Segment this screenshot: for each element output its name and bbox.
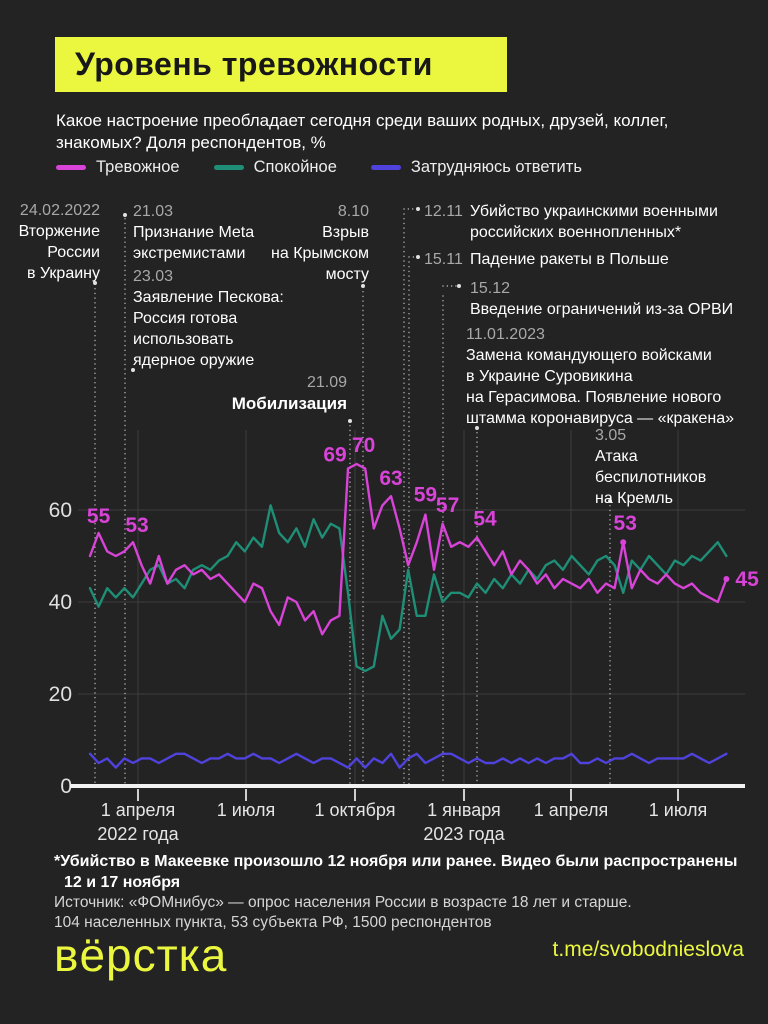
labeled-point-dot xyxy=(620,539,627,546)
event-text-line: Мобилизация xyxy=(231,394,347,413)
page-title: Уровень тревожности xyxy=(75,46,433,82)
point-value-label: 45 xyxy=(735,568,759,591)
anxious-line-swatch xyxy=(56,165,86,170)
point-value-label: 70 xyxy=(352,434,375,457)
point-value-label: 59 xyxy=(414,484,437,507)
x-tick-label: 1 октября xyxy=(314,800,396,820)
event-bullet-dot xyxy=(416,207,420,211)
event-bullet-dot xyxy=(416,255,420,259)
event-text-line: Признание Meta xyxy=(133,224,255,241)
footnote-line-2: 12 и 17 ноября xyxy=(64,874,181,891)
event-date: 21.09 xyxy=(306,374,347,391)
event-text-line: экстремистами xyxy=(133,245,246,262)
x-tick-label: 1 января 2023 года xyxy=(423,800,505,844)
x-tick-label: 1 апреля 2022 года xyxy=(97,800,179,844)
labeled-point-dot xyxy=(723,576,730,582)
event-text-line: Введение ограничений из-за ОРВИ xyxy=(470,301,734,318)
footnote-line-1: *Убийство в Макеевке произошло 12 ноября… xyxy=(54,853,738,870)
event-date: 11.01.2023 xyxy=(466,326,545,343)
event-annotation-0: 24.02.2022 Вторжение России в Украину xyxy=(19,200,100,284)
event-date: 23.03 xyxy=(133,268,174,285)
source-line-2: 104 населенных пункта, 53 субъекта РФ, 1… xyxy=(54,914,492,931)
point-value-label: 55 xyxy=(87,505,111,528)
event-bullet-dot xyxy=(457,284,461,288)
undecided-line-swatch xyxy=(370,165,401,170)
event-annotation-4: 21.09 Мобилизация xyxy=(232,372,347,414)
event-bullet-dot xyxy=(123,213,127,217)
source-line-1: Источник: «ФОМнибус» — опрос населения Р… xyxy=(54,894,632,911)
event-annotation-3: 8.10 Взрыв на Крымском мосту xyxy=(271,201,369,285)
event-annotation-8: 11.01.2023 Замена командующего войсками в … xyxy=(466,324,734,429)
svg-text:60: 60 xyxy=(49,499,72,522)
event-text-line: на Герасимова. Появление нового xyxy=(466,389,722,406)
svg-text:20: 20 xyxy=(49,683,72,706)
event-date: 15.11 xyxy=(424,251,463,268)
event-text-line: России xyxy=(47,244,100,261)
event-text-line: штамма коронавируса — «кракена» xyxy=(466,410,735,427)
point-value-label: 57 xyxy=(436,494,459,517)
footnote: *Убийство в Макеевке произошло 12 ноября… xyxy=(54,851,737,893)
point-value-label: 54 xyxy=(473,508,497,531)
verstka-logo: вёрстка xyxy=(54,929,228,981)
event-date: 3.05 xyxy=(595,427,627,444)
point-value-label: 53 xyxy=(125,514,148,537)
subtitle-line-1: Какое настроение преобладает сегодня сре… xyxy=(56,111,669,130)
legend-item-anxious: Тревожное xyxy=(56,158,180,177)
subtitle-line-2: знакомых? Доля респондентов, % xyxy=(56,133,326,152)
event-text-line: российских военнопленных* xyxy=(470,224,682,241)
legend-item-calm: Спокойное xyxy=(213,158,337,177)
event-text-line: Взрыв xyxy=(322,224,369,241)
event-text-line: в Украину xyxy=(27,265,100,282)
source-note: Источник: «ФОМнибус» — опрос населения Р… xyxy=(54,893,632,933)
svg-text:40: 40 xyxy=(49,591,72,614)
event-annotation-7: 15.12 Введение ограничений из-за ОРВИ xyxy=(470,278,733,320)
series-line-1 xyxy=(88,504,728,673)
event-bullet-dot xyxy=(348,419,352,423)
chart-subtitle: Какое настроение преобладает сегодня сре… xyxy=(56,110,736,154)
event-text-line: на Кремль xyxy=(595,490,673,507)
event-text-line: ядерное оружие xyxy=(133,352,255,369)
x-tick-label: 1 апреля xyxy=(533,800,609,820)
series-line-2 xyxy=(88,752,728,769)
event-annotation-2: 23.03 Заявление Пескова: Россия готова испо… xyxy=(133,266,284,371)
event-text-line: Атака xyxy=(595,448,638,465)
event-annotation-1: 21.03 Признание Meta экстремистами xyxy=(133,201,254,264)
event-date: 12.11 xyxy=(424,203,463,220)
x-tick-label: 1 июля xyxy=(216,800,276,820)
telegram-link[interactable]: t.me/svobodnieslova xyxy=(552,938,744,961)
event-annotation-9: 3.05 Атака беспилотников на Кремль xyxy=(595,425,706,509)
legend-label: Спокойное xyxy=(253,158,337,176)
event-date: 21.03 xyxy=(133,203,174,220)
event-text-line: Заявление Пескова: xyxy=(133,289,284,306)
event-text-line: Убийство украинскими военными xyxy=(470,203,718,220)
event-annotation-5: Убийство украинскими военными российских … xyxy=(470,201,718,243)
event-text-line: мосту xyxy=(325,266,369,283)
svg-text:0: 0 xyxy=(60,775,72,798)
event-date: 24.02.2022 xyxy=(19,202,100,219)
legend-item-undecided: Затрудняюсь ответить xyxy=(370,158,582,177)
event-text-line: использовать xyxy=(133,331,234,348)
event-text-line: беспилотников xyxy=(595,469,707,486)
point-value-label: 63 xyxy=(379,467,402,490)
chart-legend: Тревожное Спокойное Затрудняюсь ответить xyxy=(56,158,582,177)
event-text-line: Падение ракеты в Польше xyxy=(470,251,669,268)
event-text-line: в Украине Суровикина xyxy=(466,368,633,385)
calm-line-swatch xyxy=(213,165,244,170)
x-tick-label: 1 июля xyxy=(648,800,708,820)
event-date: 15.12 xyxy=(470,280,511,297)
event-text-line: на Крымском xyxy=(271,245,369,262)
event-date: 8.10 xyxy=(337,203,369,220)
event-text-line: Вторжение xyxy=(18,223,100,240)
y-axis-labels: 0 20 40 60 xyxy=(49,499,72,798)
title-highlight: Уровень тревожности xyxy=(55,37,507,92)
point-value-label: 53 xyxy=(614,512,637,535)
point-value-label: 69 xyxy=(323,444,346,467)
legend-label: Тревожное xyxy=(96,158,180,176)
event-text-line: Замена командующего войсками xyxy=(466,347,712,364)
event-annotation-6: Падение ракеты в Польше xyxy=(470,249,669,270)
event-text-line: Россия готова xyxy=(133,310,238,327)
legend-label: Затрудняюсь ответить xyxy=(410,158,582,176)
